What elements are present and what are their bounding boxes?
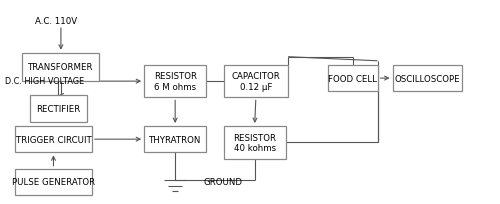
FancyBboxPatch shape <box>144 65 206 98</box>
Text: RESISTOR
6 M ohms: RESISTOR 6 M ohms <box>154 72 196 91</box>
Text: D.C. HIGH VOLTAGE: D.C. HIGH VOLTAGE <box>5 76 84 85</box>
Text: TRIGGER CIRCUIT: TRIGGER CIRCUIT <box>16 135 92 144</box>
Text: THYRATRON: THYRATRON <box>149 135 202 144</box>
FancyBboxPatch shape <box>328 65 378 92</box>
FancyBboxPatch shape <box>224 126 286 159</box>
Text: TRANSFORMER: TRANSFORMER <box>28 63 94 72</box>
Text: OSCILLOSCOPE: OSCILLOSCOPE <box>394 74 460 83</box>
Text: FOOD CELL: FOOD CELL <box>328 74 377 83</box>
Text: CAPACITOR
0.12 μF: CAPACITOR 0.12 μF <box>232 72 280 91</box>
FancyBboxPatch shape <box>15 126 92 153</box>
Text: A.C. 110V: A.C. 110V <box>35 17 77 26</box>
Text: RESISTOR
40 kohms: RESISTOR 40 kohms <box>233 133 276 152</box>
FancyBboxPatch shape <box>30 96 87 122</box>
FancyBboxPatch shape <box>15 169 92 195</box>
FancyBboxPatch shape <box>224 65 288 98</box>
FancyBboxPatch shape <box>144 126 206 153</box>
Text: PULSE GENERATOR: PULSE GENERATOR <box>12 177 95 186</box>
FancyBboxPatch shape <box>22 53 100 82</box>
Text: GROUND: GROUND <box>204 177 242 186</box>
Text: RECTIFIER: RECTIFIER <box>36 105 80 114</box>
FancyBboxPatch shape <box>392 65 462 92</box>
